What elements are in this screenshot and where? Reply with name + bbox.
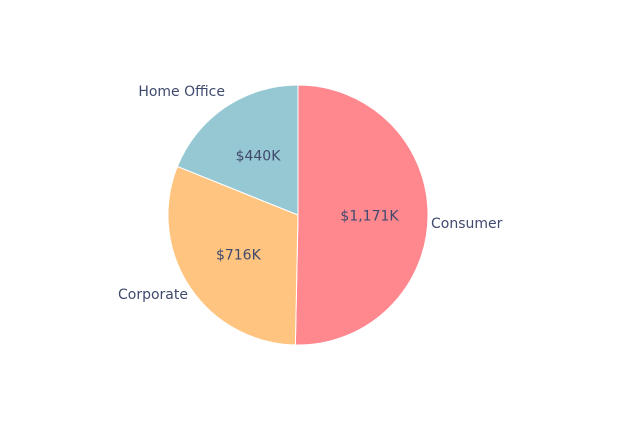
pie-slice-home-office[interactable]	[176, 84, 299, 216]
slice-value-label: $440K	[236, 149, 282, 165]
pie-slice-consumer[interactable]	[294, 84, 429, 346]
slice-value-label: $1,171K	[340, 209, 399, 225]
slice-value-label: $716K	[216, 247, 262, 263]
slice-category-label: Home Office	[138, 84, 225, 100]
slice-category-label: Corporate	[118, 287, 188, 303]
pie-slice-corporate[interactable]	[167, 165, 299, 346]
slice-category-label: Consumer	[431, 216, 503, 232]
